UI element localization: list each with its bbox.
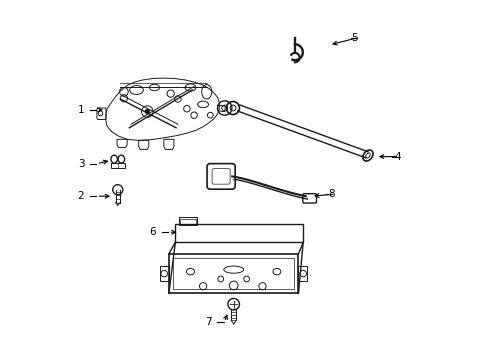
- Text: 3: 3: [78, 159, 84, 169]
- Circle shape: [145, 109, 149, 114]
- Text: 7: 7: [205, 317, 212, 327]
- Text: 1: 1: [78, 105, 84, 115]
- Text: 6: 6: [149, 227, 156, 237]
- Text: 2: 2: [78, 191, 84, 201]
- Text: 4: 4: [394, 152, 400, 162]
- Text: 5: 5: [350, 33, 357, 43]
- Text: 8: 8: [327, 189, 334, 199]
